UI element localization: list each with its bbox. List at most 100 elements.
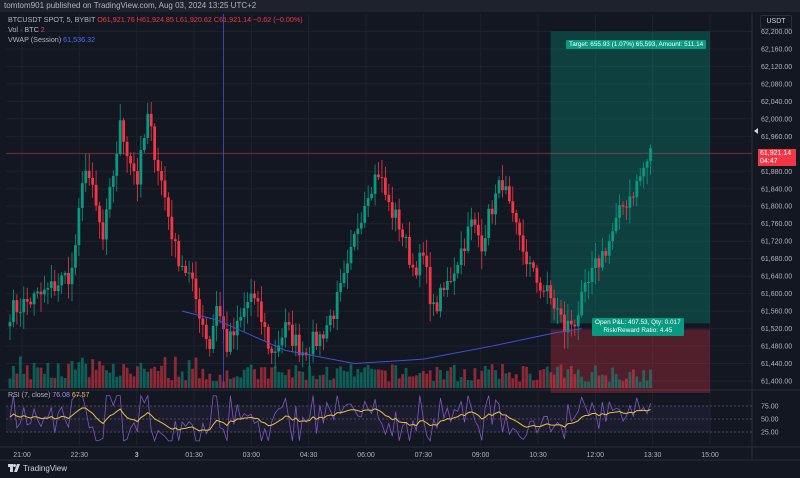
volume-bar — [456, 381, 460, 388]
vol-value: 2 — [40, 25, 45, 34]
candle-body — [149, 113, 153, 127]
candle-body — [587, 281, 590, 283]
candle-body — [311, 331, 315, 355]
candle-body — [294, 334, 298, 346]
candle-body — [625, 206, 628, 208]
volume-bar — [518, 381, 522, 388]
volume-bar — [101, 365, 105, 388]
pnl-label[interactable]: Open P&L: 407.53, Qty: 0.017 Risk/Reward… — [592, 318, 684, 336]
time-tick-label: 07:30 — [415, 452, 433, 459]
volume-bar — [204, 379, 208, 388]
candle-body — [101, 222, 105, 240]
rsi-line — [9, 394, 651, 443]
symbol-label[interactable]: BTCUSDT SPOT, 5, BYBIT — [8, 15, 96, 24]
volume-bar — [366, 364, 370, 388]
volume-bar — [421, 370, 425, 388]
price-tick-label: 62,120.00 — [761, 64, 792, 71]
candle-body — [473, 219, 477, 225]
candle-body — [56, 285, 60, 292]
volume-bar — [359, 372, 363, 388]
rsi-tick-label: 50.00 — [761, 417, 779, 424]
candles — [8, 102, 652, 369]
currency-button[interactable]: USDT — [760, 15, 792, 29]
candle-body — [194, 278, 198, 300]
candle-body — [22, 299, 26, 313]
candle-body — [569, 320, 573, 325]
volume-bar — [532, 380, 535, 388]
volume-bar — [18, 356, 22, 388]
candle-body — [232, 331, 236, 336]
candle-body — [156, 159, 160, 171]
candle-body — [425, 255, 429, 267]
volume-bar — [542, 369, 546, 388]
volume-bar — [294, 365, 298, 388]
volume-bar — [177, 376, 181, 388]
candle-body — [43, 289, 46, 295]
candle-body — [87, 170, 91, 178]
rsi-value: 76.08 — [52, 392, 70, 399]
volume-bar — [191, 368, 194, 388]
candle-body — [356, 228, 360, 235]
volume-bar — [43, 373, 46, 388]
tradingview-logo[interactable]: TradingView — [8, 464, 67, 473]
candle-body — [411, 264, 415, 268]
volume-bar — [401, 374, 404, 388]
candle-body — [287, 322, 291, 325]
volume-bar — [118, 375, 122, 388]
time-tick-label: 22:30 — [71, 452, 89, 459]
rsi-label[interactable]: RSI (7, close) — [8, 392, 51, 399]
candle-body — [487, 208, 491, 239]
candle-body — [256, 298, 260, 302]
volume-bar — [346, 371, 349, 388]
candle-body — [459, 248, 463, 266]
volume-bar — [580, 376, 584, 388]
volume-bar — [466, 379, 470, 388]
candle-body — [108, 186, 112, 210]
volume-bar — [449, 367, 453, 388]
time-tick-label: 03:00 — [243, 452, 261, 459]
candle-body — [132, 163, 136, 172]
candle-body — [260, 301, 263, 323]
volume-bar — [194, 357, 198, 388]
volume-bar — [304, 379, 308, 388]
volume-bar — [32, 363, 36, 388]
price-tick-label: 61,680.00 — [761, 256, 792, 263]
volume-bar — [242, 369, 246, 388]
price-tick-label: 61,720.00 — [761, 239, 792, 246]
candle-body — [377, 174, 380, 178]
volume-bar — [284, 375, 287, 388]
volume-bar — [149, 368, 153, 388]
price-tick-label: 61,880.00 — [761, 169, 792, 176]
price-tick-label: 61,600.00 — [761, 291, 792, 298]
price-tick-label: 62,200.00 — [761, 29, 792, 36]
candle-body — [528, 262, 532, 265]
volume-bar — [12, 366, 15, 388]
volume-bar — [87, 377, 91, 388]
price-tick-label: 61,520.00 — [761, 326, 792, 333]
volume-bar — [642, 370, 646, 388]
price-tick-label: 61,480.00 — [761, 344, 792, 351]
candle-body — [339, 283, 343, 293]
vwap-label[interactable]: VWAP (Session) — [8, 35, 62, 44]
candle-body — [476, 224, 480, 236]
candle-body — [346, 263, 349, 274]
candle-body — [428, 266, 432, 305]
vol-label[interactable]: Vol · BTC — [8, 25, 39, 34]
candle-body — [180, 265, 184, 267]
volume-bar — [535, 379, 539, 388]
volume-bar — [49, 377, 53, 388]
scroll-arrow-icon[interactable] — [754, 128, 758, 134]
candle-body — [315, 331, 318, 347]
volume-bar — [552, 374, 556, 388]
candle-body — [366, 198, 370, 206]
target-label[interactable]: Target: 655.93 (1.07%) 65,593, Amount: 5… — [566, 40, 707, 49]
volume-bar — [318, 375, 322, 388]
candle-body — [142, 137, 146, 151]
candle-body — [638, 176, 642, 181]
volume-bar — [432, 381, 435, 388]
volume-bar — [215, 381, 219, 388]
last-price-tag: 61,921.14 04:47 — [758, 149, 796, 166]
volume-bar — [136, 366, 139, 388]
price-tick-label: 61,800.00 — [761, 204, 792, 211]
